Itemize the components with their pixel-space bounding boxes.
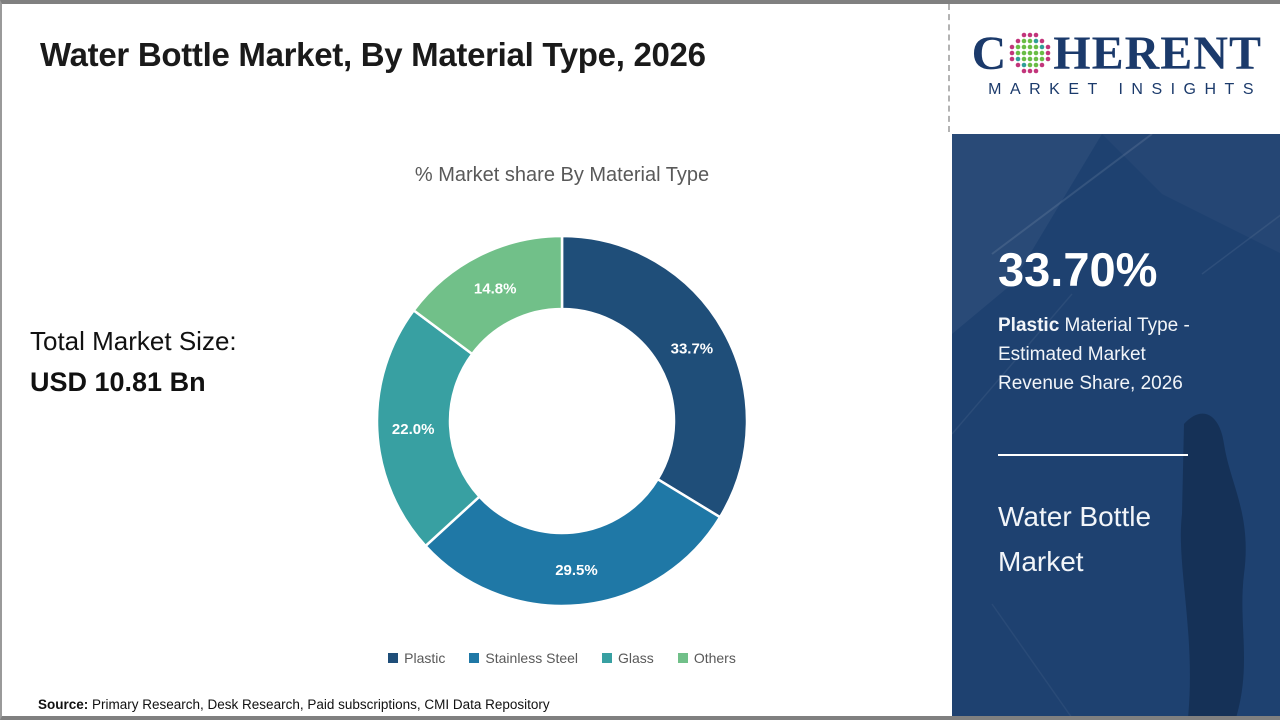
legend-swatch-icon xyxy=(677,653,688,663)
market-name: Water Bottle Market xyxy=(998,501,1152,577)
legend-swatch-icon xyxy=(602,653,613,663)
logo-wordmark: C HERENT xyxy=(962,30,1262,78)
legend-label: Glass xyxy=(618,650,654,666)
headline-description-rest: Material Type - Estimated Market Revenue… xyxy=(998,315,1190,394)
slice-label-stainless-steel: 29.5% xyxy=(555,562,598,579)
legend-label: Stainless Steel xyxy=(485,650,579,666)
company-logo: C HERENT MARKET INSIGHTS xyxy=(962,30,1262,99)
logo-text-end: HERENT xyxy=(1053,27,1262,80)
legend-swatch-icon xyxy=(469,653,480,663)
source-text: Primary Research, Desk Research, Paid su… xyxy=(88,697,550,712)
donut-chart-svg: 33.7% 29.5% 22.0% 14.8% xyxy=(375,234,749,608)
header-dashed-divider xyxy=(948,4,950,132)
chart-title: % Market share By Material Type xyxy=(414,164,710,186)
panel-map-texture xyxy=(952,134,1280,716)
headline-description: Plastic Material Type - Estimated Market… xyxy=(998,311,1218,398)
source-label: Source: xyxy=(38,697,89,712)
legend-item-plastic: Plastic xyxy=(388,650,445,666)
panel-divider-line xyxy=(998,454,1188,456)
total-market-size-block: Total Market Size: USD 10.81 Bn xyxy=(30,326,237,398)
donut-chart: 33.7% 29.5% 22.0% 14.8% xyxy=(342,201,782,641)
slice-label-plastic: 33.7% xyxy=(671,340,714,357)
legend-item-glass: Glass xyxy=(602,650,654,666)
headline-description-bold: Plastic xyxy=(998,315,1060,336)
legend-item-stainless-steel: Stainless Steel xyxy=(469,650,578,666)
logo-text-start: C xyxy=(971,27,1008,80)
donut-slice-stainless-steel xyxy=(423,477,722,608)
headline-percentage: 33.70% xyxy=(998,243,1158,296)
slice-label-others: 14.8% xyxy=(474,280,517,297)
logo-subtitle: MARKET INSIGHTS xyxy=(988,81,1262,98)
legend-item-others: Others xyxy=(677,650,736,666)
chart-legend: Plastic Stainless Steel Glass Others xyxy=(342,650,782,666)
donut-slice-others xyxy=(411,234,564,356)
panel-content: 33.70% Plastic Material Type - Estimated… xyxy=(952,242,1280,584)
slice-label-glass: 22.0% xyxy=(392,421,435,438)
highlight-side-panel: 33.70% Plastic Material Type - Estimated… xyxy=(952,134,1280,716)
source-note: Source: Primary Research, Desk Research,… xyxy=(38,697,550,712)
legend-label: Others xyxy=(693,650,736,666)
logo-globe-icon xyxy=(1009,32,1051,74)
legend-swatch-icon xyxy=(388,653,399,663)
donut-slice-glass xyxy=(375,308,482,548)
donut-slice-plastic xyxy=(560,234,749,519)
total-market-size-value: USD 10.81 Bn xyxy=(30,367,206,397)
total-market-size-label: Total Market Size: xyxy=(30,326,237,356)
page-title: Water Bottle Market, By Material Type, 2… xyxy=(40,36,706,73)
legend-label: Plastic xyxy=(404,650,446,666)
